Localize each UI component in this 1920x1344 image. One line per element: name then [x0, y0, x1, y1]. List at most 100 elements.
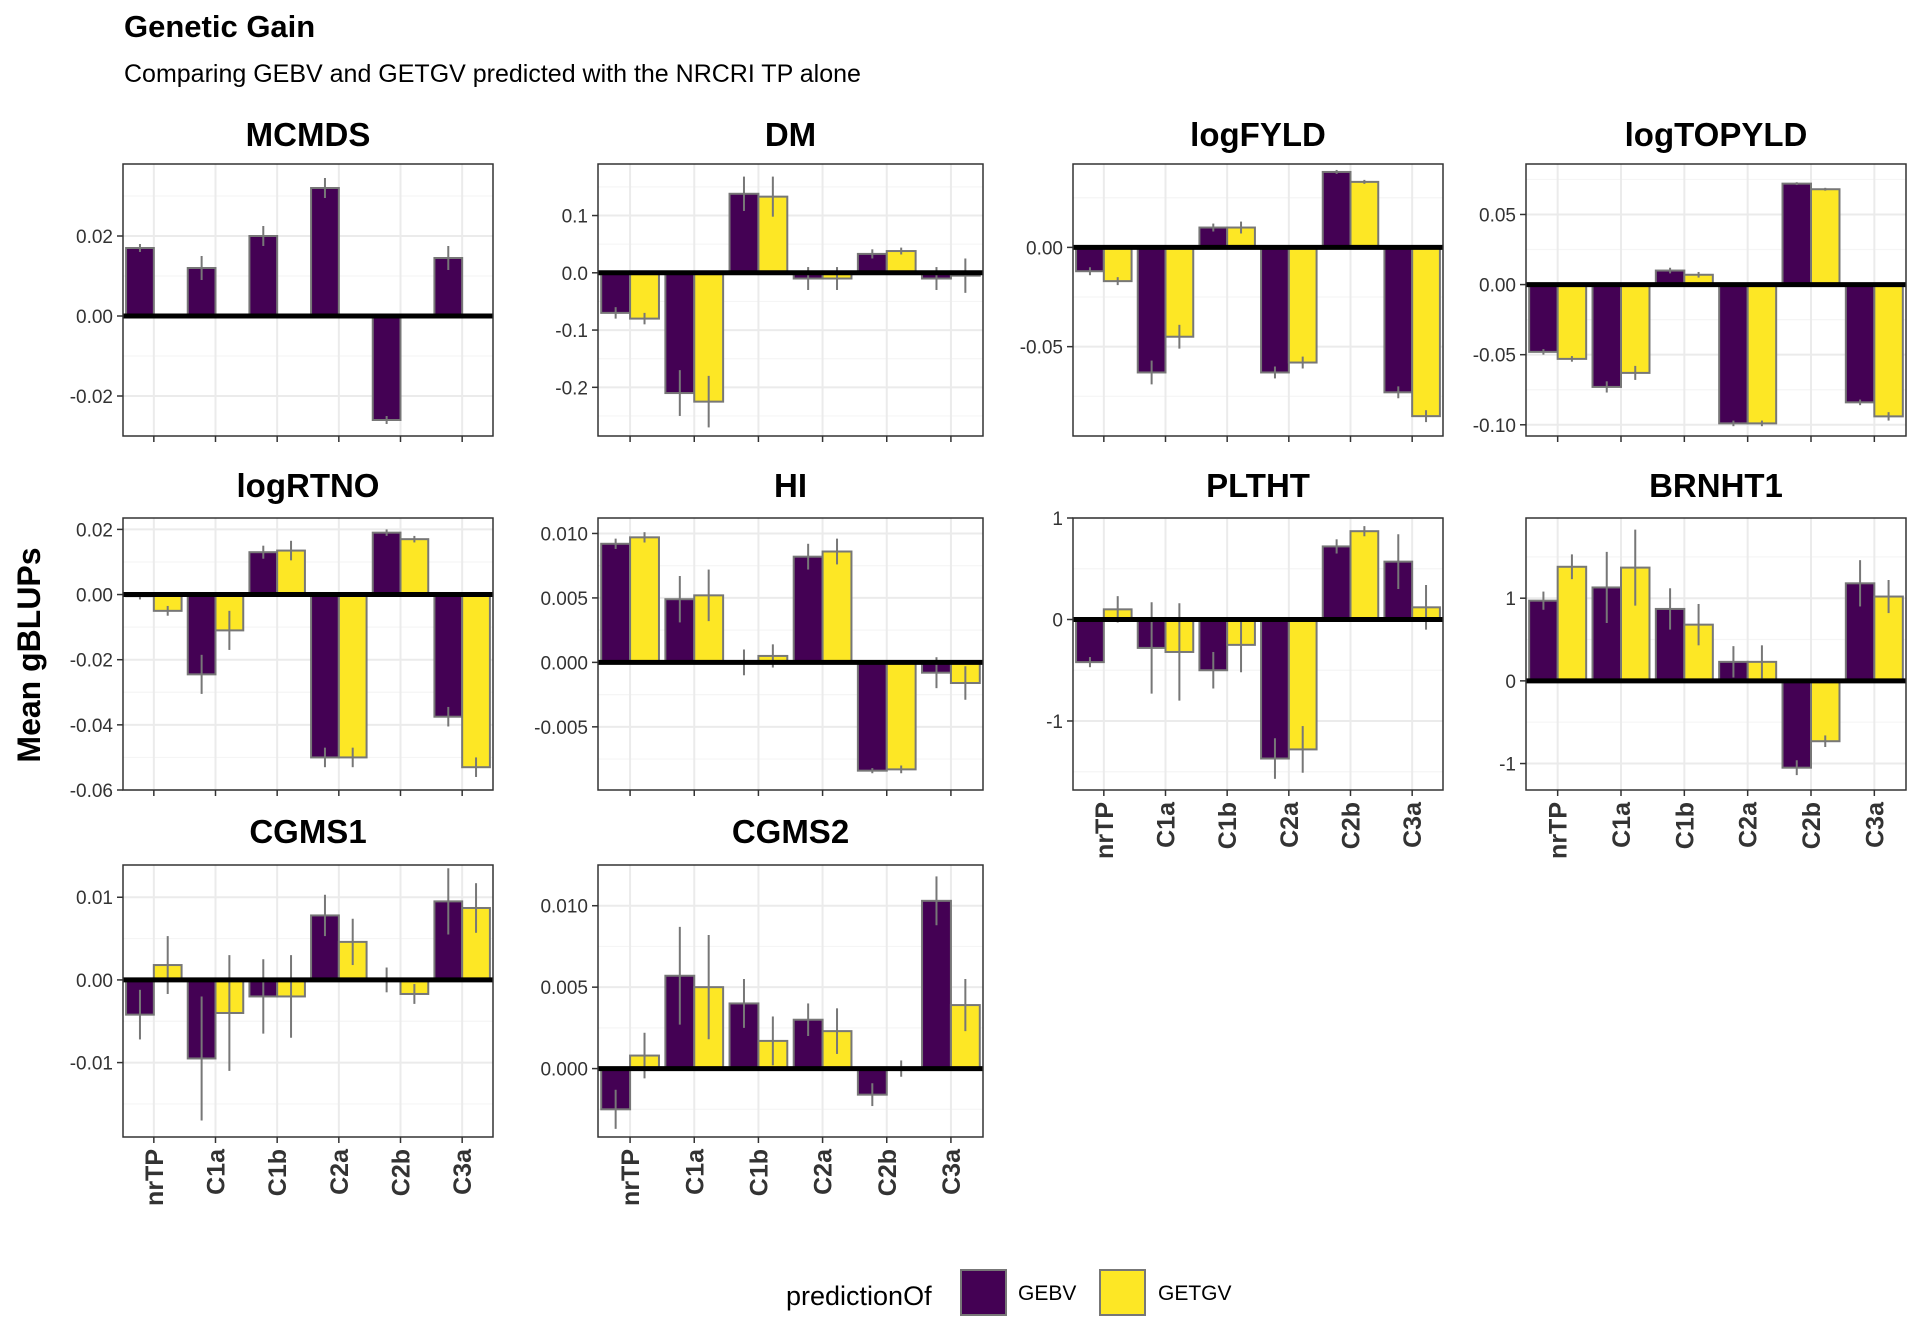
x-tick-label-c1b: C1b [1214, 802, 1242, 849]
x-tick-label-c3a: C3a [1399, 801, 1427, 848]
panel-logtopyld: logTOPYLD -0.10 -0.05 0.00 0.05 [1473, 116, 1907, 442]
panel-border [122, 163, 494, 437]
x-tick-label-c1a: C1a [203, 1148, 231, 1195]
y-tick-label: -0.01 [70, 1054, 113, 1075]
y-tick-label: -0.005 [534, 718, 588, 739]
bar-gebv-c1b [248, 235, 279, 317]
y-tick-label: 0.005 [540, 589, 588, 610]
x-tick-label-c2b: C2b [874, 1149, 902, 1196]
panel-logfyld: logFYLD -0.05 0.00 [1020, 116, 1444, 442]
facet-title-hi: HI [774, 467, 807, 504]
x-tick-label-c1b: C1b [745, 1149, 773, 1196]
panel-border [122, 864, 494, 1138]
y-tick-label: 0.02 [76, 227, 113, 248]
bar-getgv-c1a [1620, 283, 1651, 374]
y-tick-label: 0.00 [1026, 238, 1063, 259]
bar-gebv-c2a [1718, 283, 1749, 425]
panel-background [123, 164, 493, 436]
panel-mcmds: MCMDS -0.02 0.00 0.02 [70, 116, 494, 442]
bar-getgv-c3a [461, 593, 491, 769]
legend: predictionOf GEBV GETGV [786, 1269, 1232, 1316]
bar-getgv-c2b [1810, 188, 1841, 286]
bar-gebv-c2b [1781, 182, 1812, 286]
panel-border [597, 163, 984, 437]
panel-background [123, 518, 493, 790]
facet-panels: MCMDS -0.02 0.00 0.02 DM -0.2 -0.1 0.0 0.1 logFYL… [70, 116, 1907, 1206]
bar-gebv-c2a [792, 555, 824, 664]
x-tick-label-c2a: C2a [1735, 801, 1763, 848]
y-tick-label: -0.06 [70, 781, 113, 802]
facet-title-logtopyld: logTOPYLD [1625, 116, 1808, 153]
x-tick-label-c1a: C1a [681, 1148, 709, 1195]
x-tick-label-c1b: C1b [264, 1149, 292, 1196]
panel-border [597, 864, 984, 1138]
bar-gebv-c3a [1383, 246, 1414, 394]
y-tick-label: 0.000 [540, 653, 588, 674]
panel-background [598, 164, 983, 436]
bar-gebv-c2b [1781, 679, 1812, 769]
x-tick-label-c1a: C1a [1153, 801, 1181, 848]
legend-label-gebv: GEBV [1018, 1282, 1076, 1305]
bar-getgv-c2b [1349, 180, 1380, 249]
bar-gebv-c1a [1136, 246, 1167, 374]
bar-gebv-nrtp [1075, 618, 1105, 664]
panel-brnht1: BRNHT1 -1 0 1 nrTP C1a C1b C2a C2b C3a [1499, 467, 1907, 859]
facet-title-pltht: PLTHT [1206, 467, 1310, 504]
y-tick-label: 0.02 [76, 520, 113, 541]
y-tick-label: 0.00 [76, 307, 113, 328]
x-tick-label-c2a: C2a [326, 1148, 354, 1195]
panel-pltht: PLTHT -1 0 1 nrTP C1a C1b C2a C2b C3a [1046, 467, 1444, 859]
y-tick-label: 0 [1505, 672, 1516, 693]
bar-gebv-c2b [856, 661, 888, 772]
bar-getgv-c3a [1873, 283, 1904, 418]
x-tick-label-nrtp: nrTP [1091, 802, 1119, 859]
y-tick-label: 0.005 [540, 978, 588, 999]
x-tick-label-c1a: C1a [1608, 801, 1636, 848]
y-tick-label: 0.01 [76, 888, 113, 909]
y-tick-label: -1 [1046, 712, 1063, 733]
panel-border [1072, 163, 1444, 437]
panel-cgms1: CGMS1 -0.01 0.00 0.01 nrTP C1a C1b C2a C2b C3a [70, 813, 494, 1206]
bar-getgv-nrtp [629, 271, 660, 320]
y-tick-label: -0.05 [1473, 346, 1516, 367]
y-tick-label: -0.1 [555, 321, 588, 342]
panel-border [122, 517, 494, 791]
facet-title-logrtno: logRTNO [237, 467, 380, 504]
y-tick-label: 1 [1505, 589, 1516, 610]
panel-dm: DM -0.2 -0.1 0.0 0.1 [555, 116, 984, 442]
x-tick-label-c2b: C2b [388, 1149, 416, 1196]
x-tick-label-nrtp: nrTP [1545, 802, 1573, 859]
bar-gebv-c2b [371, 315, 402, 421]
bar-gebv-c2a [1260, 246, 1290, 374]
panel-background [1526, 164, 1906, 436]
bar-getgv-c2b [1810, 679, 1841, 743]
bar-gebv-c3a [433, 593, 464, 718]
facet-title-cgms2: CGMS2 [732, 813, 849, 850]
facet-title-mcmds: MCMDS [246, 116, 371, 153]
bar-gebv-c2b [371, 531, 402, 596]
bar-gebv-c2b [1321, 170, 1352, 249]
x-tick-label-c3a: C3a [1861, 801, 1889, 848]
y-tick-label: 0 [1052, 610, 1063, 631]
y-tick-label: 0.05 [1479, 205, 1516, 226]
panel-cgms2: CGMS2 0.000 0.005 0.010 nrTP C1a C1b C2a C2b C3a [540, 813, 984, 1206]
y-tick-label: 0.010 [540, 524, 588, 545]
x-tick-label-c3a: C3a [449, 1148, 477, 1195]
panel-hi: HI -0.005 0.000 0.005 0.010 [534, 467, 984, 796]
facet-title-brnht1: BRNHT1 [1649, 467, 1783, 504]
bar-getgv-nrtp [1556, 565, 1588, 682]
bar-gebv-c2a [310, 187, 340, 317]
bar-gebv-c3a [1844, 283, 1876, 404]
bar-getgv-c2a [821, 550, 853, 664]
facet-title-dm: DM [765, 116, 816, 153]
bar-gebv-nrtp [125, 247, 155, 317]
chart-title: Genetic Gain [124, 9, 315, 44]
facet-title-cgms1: CGMS1 [249, 813, 366, 850]
y-tick-label: 0.00 [1479, 276, 1516, 297]
panel-background [598, 865, 983, 1137]
bar-gebv-c2a [310, 593, 340, 759]
bar-getgv-c2b [1349, 530, 1380, 621]
legend-swatch-gebv [960, 1269, 1007, 1316]
y-tick-label: -0.04 [70, 716, 114, 737]
panel-border [597, 517, 984, 791]
